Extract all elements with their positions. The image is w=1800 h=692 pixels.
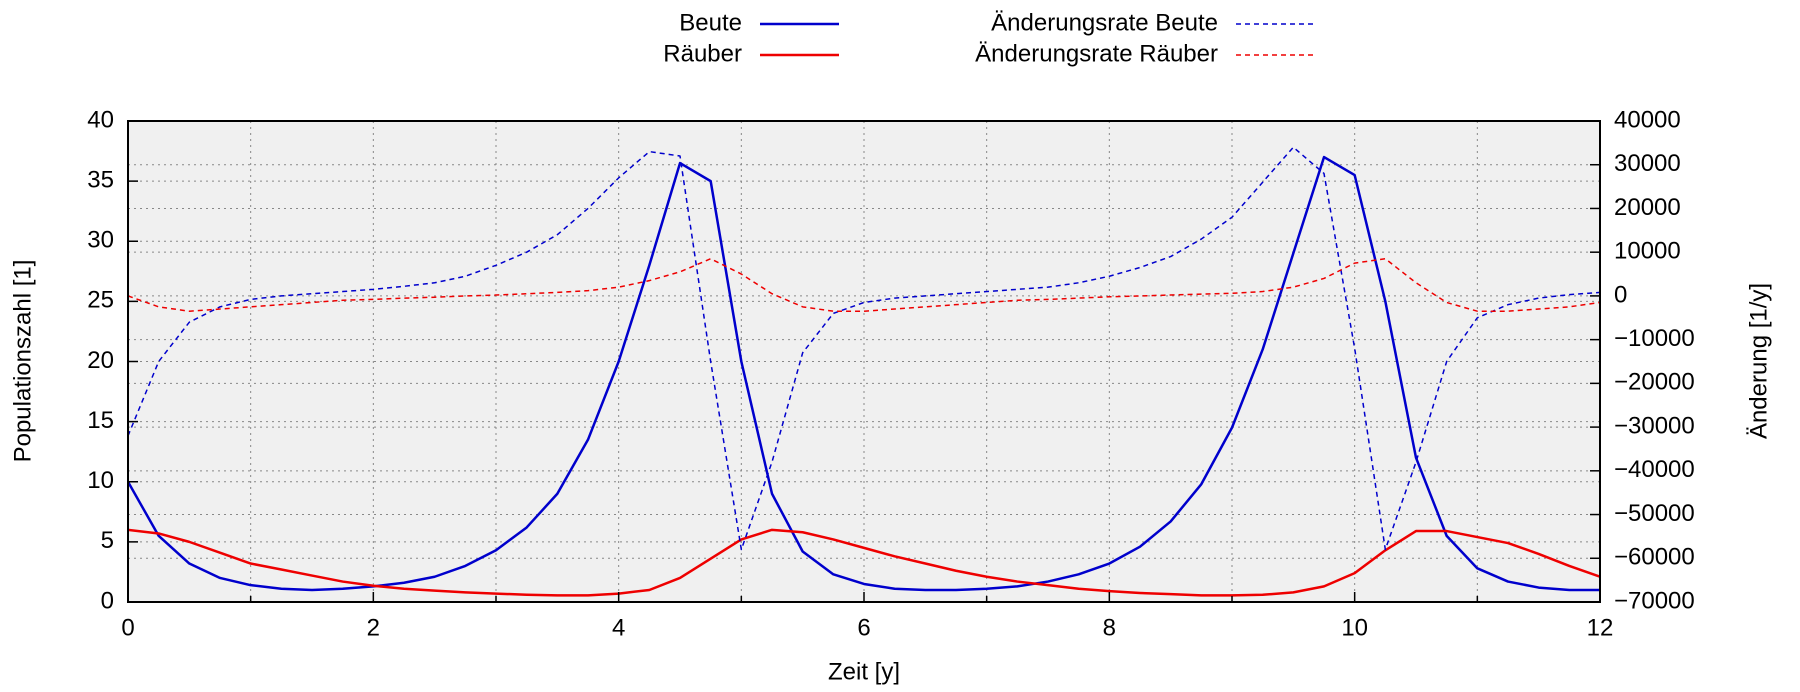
y2-tick-label: −30000 [1614,412,1695,439]
y2-tick-label: −60000 [1614,544,1695,571]
y-tick-label: 25 [87,287,114,314]
x-tick-label: 4 [612,614,625,641]
x-tick-label: 0 [121,614,134,641]
y-tick-label: 15 [87,407,114,434]
y-axis-label: Populationszahl [1] [9,260,36,463]
y-tick-label: 40 [87,106,114,133]
legend-label: Beute [679,9,742,36]
y-tick-label: 30 [87,227,114,254]
y2-tick-label: 10000 [1614,238,1681,265]
lines [128,146,1600,597]
y2-tick-label: −10000 [1614,325,1695,352]
y2-tick-label: 0 [1614,281,1627,308]
y-tick-label: 0 [101,587,114,614]
x-tick-label: 12 [1587,614,1614,641]
y2-tick-label: −40000 [1614,456,1695,483]
y-tick-label: 5 [101,527,114,554]
y2-tick-label: 30000 [1614,150,1681,177]
y2-tick-label: 40000 [1614,106,1681,133]
x-tick-label: 6 [857,614,870,641]
x-tick-label: 2 [367,614,380,641]
y-tick-label: 35 [87,166,114,193]
series-line [128,257,1600,312]
y2-axis-label: Änderung [1/y] [1745,283,1772,439]
legend-label: Änderungsrate Beute [991,9,1218,36]
y-tick-label: 10 [87,467,114,494]
x-tick-label: 8 [1103,614,1116,641]
legend-label: Räuber [663,40,742,67]
x-axis-label: Zeit [y] [828,658,900,685]
x-tick-label: 10 [1341,614,1368,641]
series-line [128,146,1600,551]
y2-tick-label: −70000 [1614,587,1695,614]
y2-tick-label: −50000 [1614,500,1695,527]
legend-label: Änderungsrate Räuber [975,40,1218,67]
series-line [128,528,1600,597]
y-tick-label: 20 [87,347,114,374]
y2-tick-label: 20000 [1614,194,1681,221]
y2-tick-label: −20000 [1614,369,1695,396]
